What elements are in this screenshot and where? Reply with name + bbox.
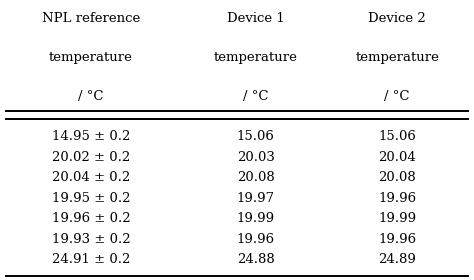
Text: temperature: temperature bbox=[214, 51, 298, 64]
Text: 24.88: 24.88 bbox=[237, 253, 275, 266]
Text: 20.02 ± 0.2: 20.02 ± 0.2 bbox=[52, 151, 130, 164]
Text: 24.89: 24.89 bbox=[378, 253, 416, 266]
Text: 19.95 ± 0.2: 19.95 ± 0.2 bbox=[52, 192, 130, 205]
Text: / °C: / °C bbox=[243, 90, 269, 103]
Text: 19.96 ± 0.2: 19.96 ± 0.2 bbox=[52, 212, 130, 225]
Text: 24.91 ± 0.2: 24.91 ± 0.2 bbox=[52, 253, 130, 266]
Text: Device 1: Device 1 bbox=[227, 13, 285, 25]
Text: 19.96: 19.96 bbox=[378, 192, 416, 205]
Text: 19.97: 19.97 bbox=[237, 192, 275, 205]
Text: 20.04: 20.04 bbox=[378, 151, 416, 164]
Text: 19.99: 19.99 bbox=[378, 212, 416, 225]
Text: 19.99: 19.99 bbox=[237, 212, 275, 225]
Text: temperature: temperature bbox=[356, 51, 439, 64]
Text: / °C: / °C bbox=[384, 90, 410, 103]
Text: 20.04 ± 0.2: 20.04 ± 0.2 bbox=[52, 171, 130, 184]
Text: 14.95 ± 0.2: 14.95 ± 0.2 bbox=[52, 130, 130, 143]
Text: / °C: / °C bbox=[78, 90, 104, 103]
Text: 19.93 ± 0.2: 19.93 ± 0.2 bbox=[52, 233, 130, 246]
Text: 15.06: 15.06 bbox=[237, 130, 275, 143]
Text: Device 2: Device 2 bbox=[368, 13, 426, 25]
Text: 20.03: 20.03 bbox=[237, 151, 275, 164]
Text: 19.96: 19.96 bbox=[237, 233, 275, 246]
Text: 19.96: 19.96 bbox=[378, 233, 416, 246]
Text: temperature: temperature bbox=[49, 51, 133, 64]
Text: NPL reference: NPL reference bbox=[42, 13, 140, 25]
Text: 15.06: 15.06 bbox=[378, 130, 416, 143]
Text: 20.08: 20.08 bbox=[378, 171, 416, 184]
Text: 20.08: 20.08 bbox=[237, 171, 275, 184]
